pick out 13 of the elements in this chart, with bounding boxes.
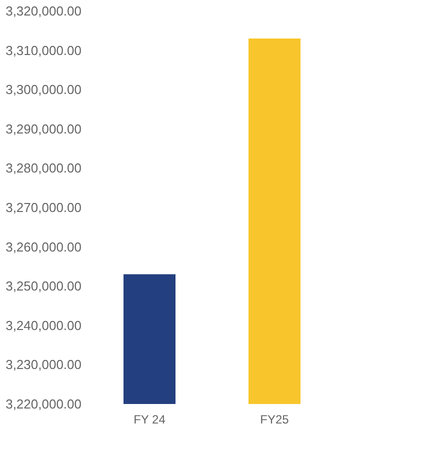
x-tick-label: FY25 — [260, 412, 290, 426]
y-tick-label: 3,290,000.00 — [6, 121, 82, 136]
y-tick-label: 3,280,000.00 — [6, 160, 82, 176]
y-tick-label: 3,270,000.00 — [6, 200, 82, 215]
y-tick-label: 3,260,000.00 — [6, 239, 82, 254]
y-tick-label: 3,250,000.00 — [6, 278, 82, 294]
y-tick-label: 3,300,000.00 — [6, 82, 82, 98]
y-tick-label: 3,220,000.00 — [6, 396, 82, 412]
y-tick-label: 3,230,000.00 — [6, 357, 82, 372]
y-tick-label: 3,320,000.00 — [6, 4, 82, 18]
y-tick-label: 3,310,000.00 — [6, 42, 82, 58]
y-tick-label: 3,240,000.00 — [6, 318, 82, 333]
x-tick-label: FY 24 — [134, 412, 166, 426]
